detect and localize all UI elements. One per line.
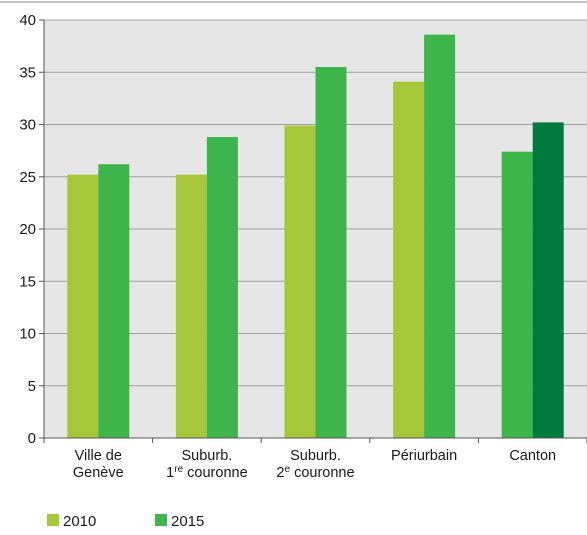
y-tick-label: 25 [19,169,36,186]
bar-2015-cat-3 [424,34,456,438]
bar-2015-cat-1 [206,137,238,439]
x-category-label: 1re couronne [166,464,247,481]
y-tick-labels: 0 5 10 15 20 25 30 35 40 [19,12,36,447]
y-tick-label: 10 [19,326,36,343]
bar-2015-cat-4 [532,122,564,438]
bar-2010-cat-2 [284,125,316,439]
legend-label-2010: 2010 [63,513,96,530]
x-category-label: Suburb. [290,448,341,464]
bar-2010-cat-0 [67,174,99,438]
x-category-label: Genève [73,465,124,481]
bar-2015-cat-2 [315,67,347,439]
legend-label-2015: 2015 [171,513,204,530]
bar-2010-cat-4 [501,151,533,439]
y-tick-label: 0 [28,430,36,447]
x-category-label: Canton [509,448,556,464]
y-tick-label: 5 [28,378,36,395]
x-category-label: 2e couronne [276,464,354,481]
legend-swatch-2010 [47,514,59,526]
bar-2010-cat-3 [393,81,425,438]
bars [67,34,564,439]
x-category-label: Suburb. [182,448,233,464]
bar-2010-cat-1 [175,174,207,438]
y-tick-label: 35 [19,64,36,81]
x-category-label: Périurbain [391,448,457,464]
legend: 2010 2015 [47,513,204,530]
legend-swatch-2015 [155,514,167,526]
bar-2015-cat-0 [98,164,130,438]
y-tick-label: 15 [19,273,36,290]
x-category-label: Ville de [75,448,122,464]
y-tick-label: 40 [19,12,36,29]
y-tick-label: 30 [19,117,36,134]
y-tick-label: 20 [19,221,36,238]
axes [39,19,587,443]
